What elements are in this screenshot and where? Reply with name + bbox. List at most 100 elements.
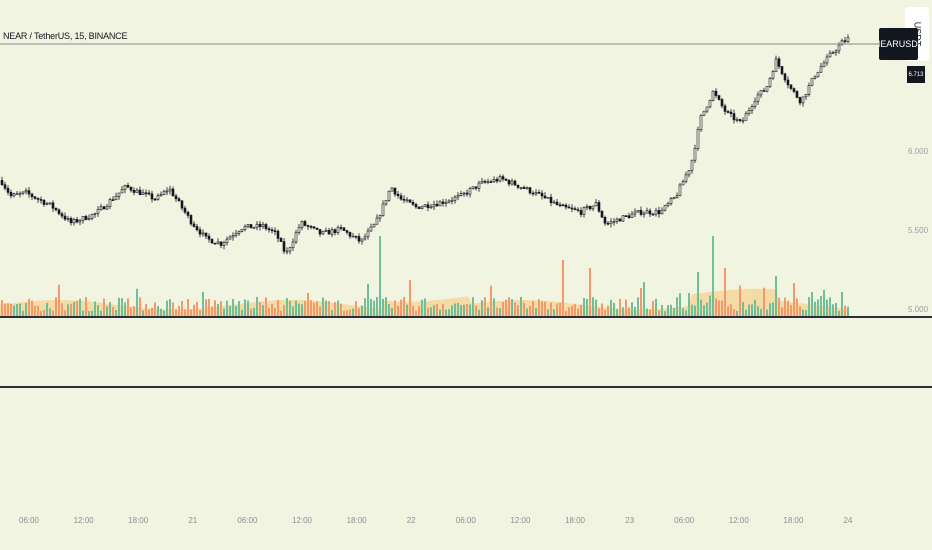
volume-bar — [187, 299, 189, 316]
time-tick: 12:00 — [73, 516, 94, 525]
volume-bar — [658, 310, 660, 316]
candle-body — [42, 199, 46, 205]
volume-bar — [37, 305, 39, 316]
candle-body — [66, 218, 70, 220]
candle-body — [534, 192, 538, 195]
candle-body — [315, 227, 319, 230]
price-tick: 5.500 — [908, 225, 929, 235]
volume-bar — [802, 309, 804, 316]
volume-bar — [541, 301, 543, 316]
volume-bar — [682, 308, 684, 316]
candle-body — [750, 106, 754, 111]
candle-body — [423, 204, 427, 208]
volume-bar — [712, 236, 714, 316]
volume-bar — [193, 304, 195, 316]
candle-body — [798, 97, 802, 104]
volume-bar — [34, 305, 36, 316]
candle-body — [174, 195, 178, 200]
volume-bar — [208, 298, 210, 316]
volume-bar — [274, 307, 276, 316]
candle-body — [195, 226, 199, 231]
volume-bar — [751, 304, 753, 316]
volume-bar — [70, 303, 72, 316]
volume-bar — [148, 309, 150, 316]
candle-body — [123, 185, 127, 190]
candle-body — [261, 224, 265, 227]
candle-body — [369, 226, 373, 232]
candle-body — [516, 184, 520, 188]
candle-body — [375, 217, 379, 225]
candle-body — [81, 216, 85, 221]
candle-body — [639, 210, 643, 215]
volume-bar — [337, 300, 339, 316]
candle-body — [243, 226, 247, 230]
candle-body — [783, 73, 787, 81]
candle-body — [477, 182, 481, 189]
volume-bar — [130, 307, 132, 316]
volume-bar — [574, 303, 576, 316]
candle-body — [342, 227, 346, 231]
volume-bar — [145, 303, 147, 316]
candle-body — [240, 229, 244, 232]
candle-body — [0, 180, 4, 185]
candle-body — [270, 229, 274, 232]
chart-title[interactable]: NEAR / TetherUS, 15, BINANCE — [3, 31, 128, 41]
volume-bar — [661, 304, 663, 316]
volume-bar — [289, 300, 291, 316]
volume-bar — [625, 299, 627, 316]
volume-bar — [280, 310, 282, 316]
candle-body — [108, 199, 112, 207]
candle-body — [660, 209, 664, 215]
volume-bar — [265, 297, 267, 316]
candle-body — [738, 119, 742, 121]
volume-bar — [586, 299, 588, 316]
volume-bar — [64, 310, 66, 316]
volume-bar — [640, 288, 642, 316]
candle-body — [702, 110, 706, 116]
volume-bar — [421, 299, 423, 316]
candle-body — [663, 205, 667, 211]
volume-bar — [583, 297, 585, 316]
candle-body — [24, 190, 28, 193]
candle-body — [408, 199, 412, 203]
volume-bar — [16, 304, 18, 316]
candle-body — [765, 86, 769, 92]
candle-body — [159, 194, 163, 196]
candle-body — [15, 193, 19, 196]
volume-bar — [739, 285, 741, 316]
candle-body — [708, 100, 712, 108]
volume-bar — [637, 297, 639, 316]
volume-bar — [157, 306, 159, 316]
volume-bar — [568, 307, 570, 316]
volume-bar — [703, 305, 705, 316]
candle-body — [459, 193, 463, 196]
candle-body — [141, 192, 145, 195]
candle-body — [447, 200, 451, 203]
candlestick-series — [0, 34, 850, 255]
volume-bar — [154, 302, 156, 316]
candle-body — [189, 215, 193, 225]
candle-body — [6, 187, 10, 193]
volume-bar — [676, 297, 678, 316]
volume-bar — [433, 305, 435, 316]
volume-bar — [139, 297, 141, 316]
candle-body — [384, 200, 388, 205]
candle-body — [441, 201, 445, 204]
volume-bar — [448, 309, 450, 316]
volume-bar — [229, 305, 231, 316]
volume-bar — [844, 305, 846, 316]
symbol-price-badge: NEARUSDT — [879, 28, 918, 60]
volume-bar — [319, 306, 321, 316]
candle-body — [336, 227, 340, 234]
candle-body — [291, 241, 295, 248]
candle-body — [21, 191, 25, 194]
volume-bar — [316, 301, 318, 316]
candle-body — [276, 230, 280, 239]
candle-body — [393, 187, 397, 195]
volume-bar — [769, 303, 771, 316]
candle-body — [642, 212, 646, 215]
candle-body — [357, 236, 361, 242]
candle-body — [150, 193, 154, 200]
candle-body — [180, 200, 184, 209]
